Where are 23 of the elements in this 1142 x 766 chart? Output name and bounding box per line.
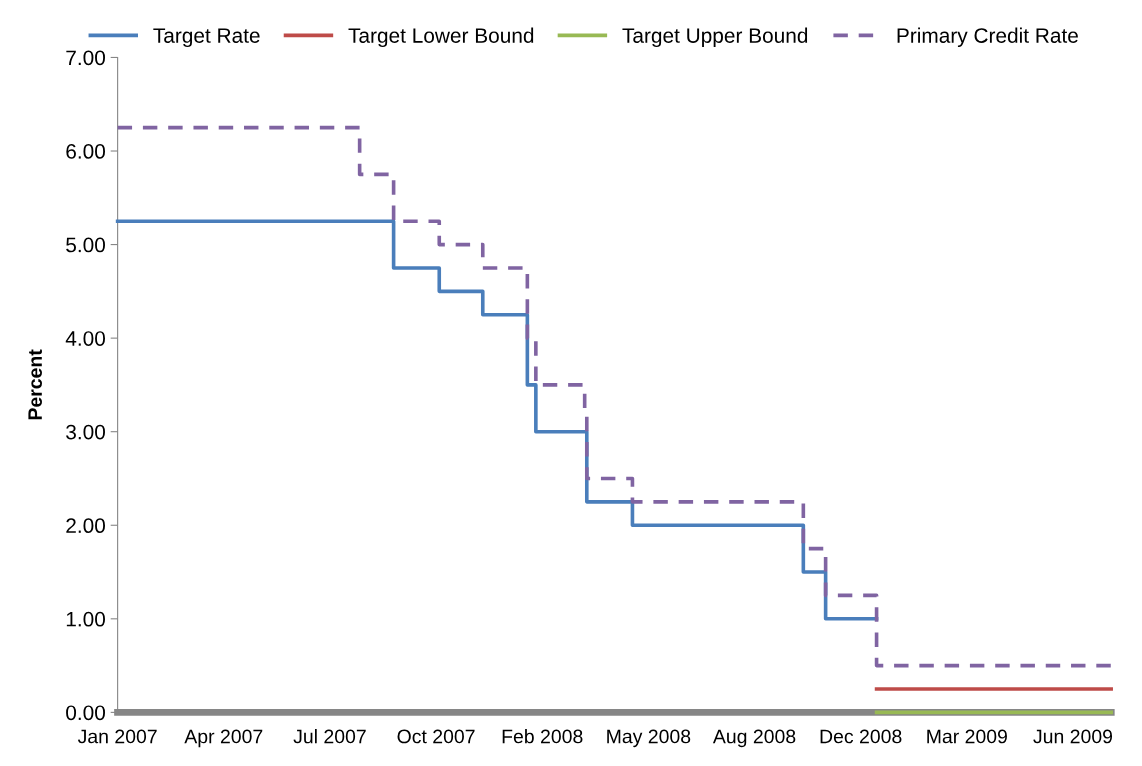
legend-label: Target Lower Bound xyxy=(348,27,534,48)
y-axis-title: Percent xyxy=(28,349,42,420)
y-tick-label: 5.00 xyxy=(66,237,106,253)
x-tick-label: Oct 2007 xyxy=(397,729,475,744)
legend-label: Primary Credit Rate xyxy=(897,27,1078,48)
x-tick-label: Mar 2009 xyxy=(927,729,1007,744)
legend-label: Target Upper Bound xyxy=(622,27,808,48)
x-tick-label: Jan 2007 xyxy=(77,729,157,744)
legend-label: Target Rate xyxy=(153,28,260,48)
x-tick-label: Jun 2009 xyxy=(1033,729,1113,744)
x-tick-label: Dec 2008 xyxy=(820,729,902,744)
x-tick-label: Jul 2007 xyxy=(293,729,366,744)
y-tick-label: 4.00 xyxy=(65,331,106,346)
x-tick-label: Feb 2008 xyxy=(502,729,583,744)
y-tick-label: 7.00 xyxy=(66,50,106,66)
y-tick-label: 0.00 xyxy=(66,705,106,721)
y-tick-label: 6.00 xyxy=(66,144,106,159)
x-tick-label: May 2008 xyxy=(607,729,691,748)
x-tick-label: Apr 2007 xyxy=(184,729,263,748)
x-tick-label: Aug 2008 xyxy=(712,729,796,748)
y-tick-label: 1.00 xyxy=(66,611,106,627)
y-tick-label: 3.00 xyxy=(66,424,106,440)
y-tick-label: 2.00 xyxy=(66,518,106,534)
